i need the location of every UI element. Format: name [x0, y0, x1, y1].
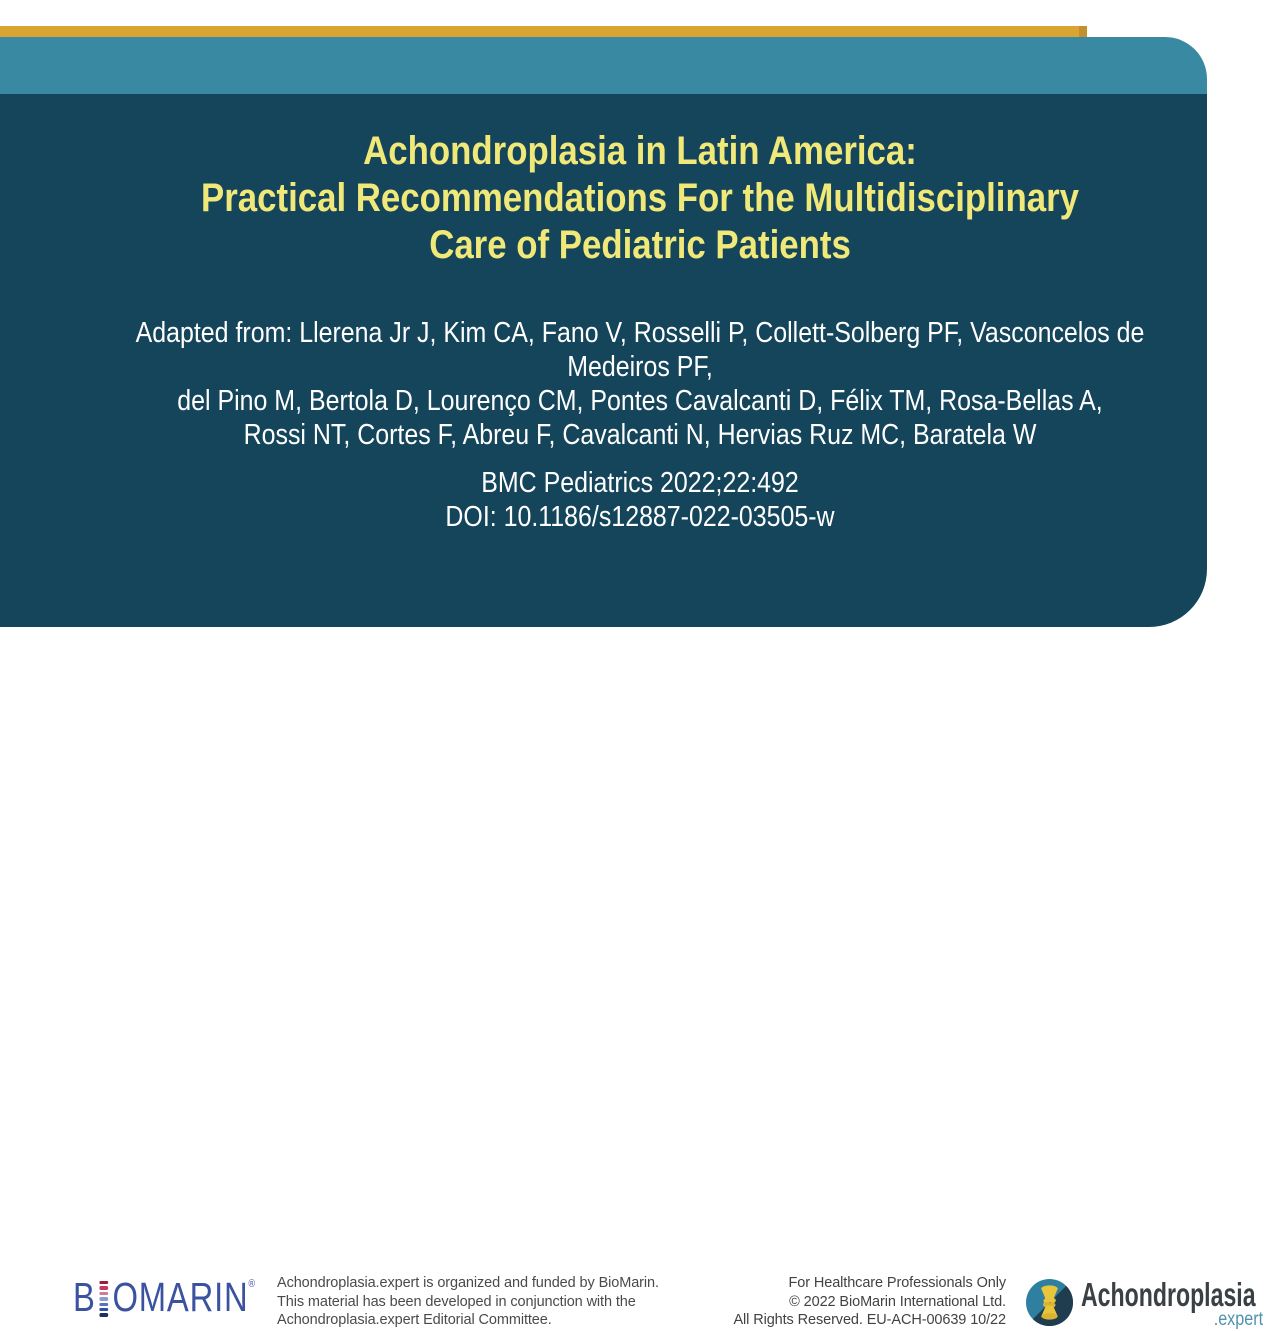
achondroplasia-bone-icon	[1026, 1279, 1073, 1326]
disclosure-line-2: This material has been developed in conj…	[277, 1293, 636, 1310]
biomarin-letters-rest: OMARIN	[112, 1274, 249, 1320]
citation-journal: BMC Pediatrics 2022;22:492	[481, 467, 799, 499]
legal-line-1: For Healthcare Professionals Only	[788, 1275, 1006, 1291]
citation-doi: DOI: 10.1186/s12887-022-03505-w	[445, 501, 835, 533]
registered-mark: ®	[248, 1278, 255, 1290]
authors-block: Adapted from: Llerena Jr J, Kim CA, Fano…	[90, 316, 1191, 452]
authors-line-3: del Pino M, Bertola D, Lourenço CM, Pont…	[177, 385, 1103, 417]
authors-line-4: Rossi NT, Cortes F, Abreu F, Cavalcanti …	[243, 419, 1037, 451]
disclosure-text: Achondroplasia.expert is organized and f…	[277, 1274, 659, 1330]
slide-background-panel	[0, 94, 1207, 627]
legal-text: For Healthcare Professionals Only © 2022…	[733, 1274, 1006, 1330]
disclosure-line-3: Achondroplasia.expert Editorial Committe…	[277, 1312, 552, 1328]
citation-block: BMC Pediatrics 2022;22:492 DOI: 10.1186/…	[90, 466, 1191, 534]
slide-title-line-3: Care of Pediatric Patients	[429, 223, 851, 267]
slide-title: Achondroplasia in Latin America: Practic…	[83, 128, 1197, 269]
disclosure-line-1: Achondroplasia.expert is organized and f…	[277, 1275, 659, 1291]
biomarin-letter-b: B	[73, 1274, 96, 1320]
legal-line-3: All Rights Reserved. EU-ACH-00639 10/22	[733, 1312, 1006, 1328]
achondroplasia-logo-text: Achondroplasia .expert	[1081, 1276, 1265, 1331]
legal-line-2: © 2022 BioMarin International Ltd.	[789, 1293, 1006, 1310]
achondroplasia-logo-tld: .expert	[1213, 1309, 1263, 1330]
gold-accent-bar-tip	[1079, 26, 1087, 37]
gold-accent-bar	[0, 26, 1079, 37]
authors-line-2: Medeiros PF,	[567, 351, 713, 383]
footer: B OMARIN ® Achondroplasia.expert is orga…	[0, 627, 1280, 1330]
biomarin-sequence-icon	[99, 1281, 109, 1317]
achondroplasia-logo-name: Achondroplasia	[1081, 1276, 1256, 1313]
slide-title-line-1: Achondroplasia in Latin America:	[363, 129, 917, 173]
teal-header-band	[0, 37, 1207, 94]
achondroplasia-expert-logo: Achondroplasia .expert	[1026, 1276, 1265, 1331]
slide-title-line-2: Practical Recommendations For the Multid…	[201, 176, 1079, 220]
biomarin-logo: B OMARIN ®	[73, 1277, 255, 1321]
authors-line-1: Adapted from: Llerena Jr J, Kim CA, Fano…	[135, 317, 1145, 349]
